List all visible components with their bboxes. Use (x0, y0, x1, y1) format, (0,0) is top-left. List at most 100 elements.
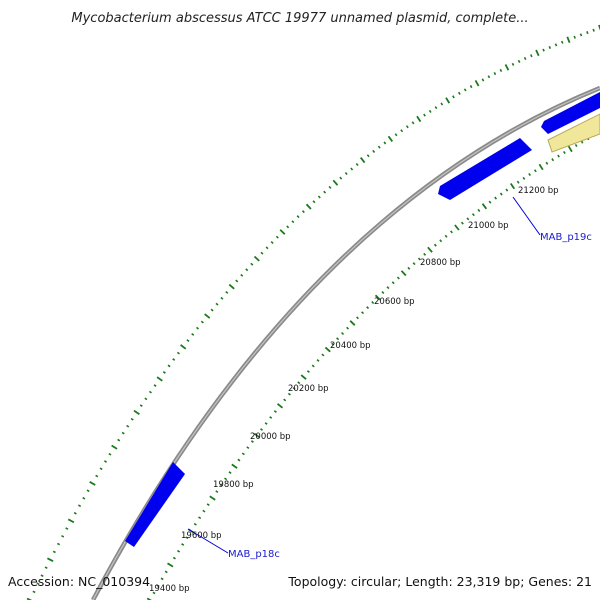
gene-label-line-mab-p18c (187, 528, 229, 554)
map-summary-text: Topology: circular; Length: 23,319 bp; G… (287, 574, 592, 589)
major-tick (374, 294, 381, 301)
minor-tick (32, 590, 36, 594)
minor-tick (463, 88, 467, 92)
minor-tick (265, 246, 269, 250)
minor-tick (316, 359, 320, 362)
minor-tick (95, 474, 99, 478)
minor-tick (52, 550, 56, 554)
tick-label: 19600 bp (181, 531, 222, 541)
gene-arrow-upper[interactable] (541, 92, 600, 134)
minor-tick (275, 235, 279, 239)
gene-arrow-mab-p18c[interactable] (125, 462, 185, 547)
minor-tick (317, 195, 321, 199)
minor-tick (196, 326, 199, 330)
major-tick (509, 182, 516, 190)
minor-tick (160, 577, 164, 581)
minor-tick (494, 196, 498, 200)
minor-tick (286, 225, 290, 229)
minor-tick (511, 62, 515, 66)
major-tick (253, 432, 261, 439)
minor-tick (61, 534, 65, 538)
minor-tick (306, 370, 310, 374)
minor-tick (440, 102, 444, 106)
major-tick (26, 597, 33, 600)
minor-tick (177, 549, 181, 553)
minor-tick (240, 273, 244, 277)
tick-label: 19800 bp (213, 480, 254, 490)
minor-tick (241, 452, 245, 456)
minor-tick (579, 33, 583, 37)
major-tick (111, 444, 118, 450)
minor-tick (167, 364, 171, 368)
minor-tick (574, 143, 578, 148)
major-tick (89, 481, 96, 486)
minor-tick (176, 351, 180, 355)
major-tick (454, 224, 460, 231)
minor-tick (117, 438, 121, 442)
minor-tick (434, 106, 438, 110)
minor-tick (82, 496, 86, 500)
minor-tick (215, 302, 219, 306)
minor-tick (439, 239, 443, 243)
minor-tick (181, 543, 185, 546)
minor-tick (346, 326, 350, 330)
map-title: Mycobacterium abscessus ATCC 19977 unnam… (71, 11, 528, 26)
minor-tick (57, 542, 61, 546)
major-tick (209, 495, 216, 501)
tick-label: 20600 bp (374, 297, 415, 307)
minor-tick (356, 316, 359, 320)
minor-tick (499, 192, 503, 196)
minor-tick (350, 167, 354, 171)
minor-tick (533, 169, 537, 173)
major-tick (133, 409, 140, 415)
minor-tick (545, 161, 549, 165)
minor-tick (162, 371, 166, 374)
gene-label-mab-p18c: MAB_p18c (228, 549, 280, 560)
minor-tick (488, 200, 492, 204)
gene-arrow-mab-p19c[interactable] (438, 138, 532, 200)
tick-label: 20000 bp (250, 432, 291, 442)
minor-tick (481, 78, 485, 82)
major-tick (279, 229, 286, 235)
minor-tick (206, 503, 210, 506)
minor-tick (245, 268, 249, 272)
minor-tick (200, 320, 204, 324)
gene-label-line-mab-p19c (512, 196, 541, 236)
minor-tick (311, 364, 315, 368)
minor-tick (487, 75, 491, 79)
major-tick (146, 597, 152, 600)
major-tick (324, 346, 331, 353)
minor-tick (287, 392, 291, 396)
minor-tick (405, 125, 409, 129)
major-tick (567, 145, 573, 153)
major-tick (300, 374, 307, 380)
minor-tick (186, 339, 190, 343)
minor-tick (312, 200, 316, 204)
major-tick (427, 246, 433, 253)
outer-tick-ring (26, 24, 600, 600)
minor-tick (164, 570, 168, 574)
minor-tick (542, 48, 545, 52)
minor-tick (417, 257, 421, 261)
tick-label: 20200 bp (288, 384, 329, 394)
minor-tick (366, 154, 370, 158)
major-tick (416, 115, 422, 123)
minor-tick (361, 311, 365, 315)
minor-tick (172, 358, 176, 361)
minor-tick (297, 381, 301, 385)
minor-tick (269, 416, 273, 419)
minor-tick (44, 566, 48, 570)
minor-tick (560, 40, 564, 44)
minor-tick (86, 489, 90, 493)
major-tick (167, 562, 174, 568)
major-tick (253, 255, 260, 262)
minor-tick (444, 234, 448, 238)
major-tick (481, 203, 488, 210)
minor-tick (592, 28, 595, 32)
minor-tick (328, 185, 332, 189)
minor-tick (246, 446, 250, 450)
minor-tick (139, 404, 143, 407)
minor-tick (321, 353, 325, 357)
feature-block (547, 113, 600, 153)
minor-tick (469, 85, 473, 89)
